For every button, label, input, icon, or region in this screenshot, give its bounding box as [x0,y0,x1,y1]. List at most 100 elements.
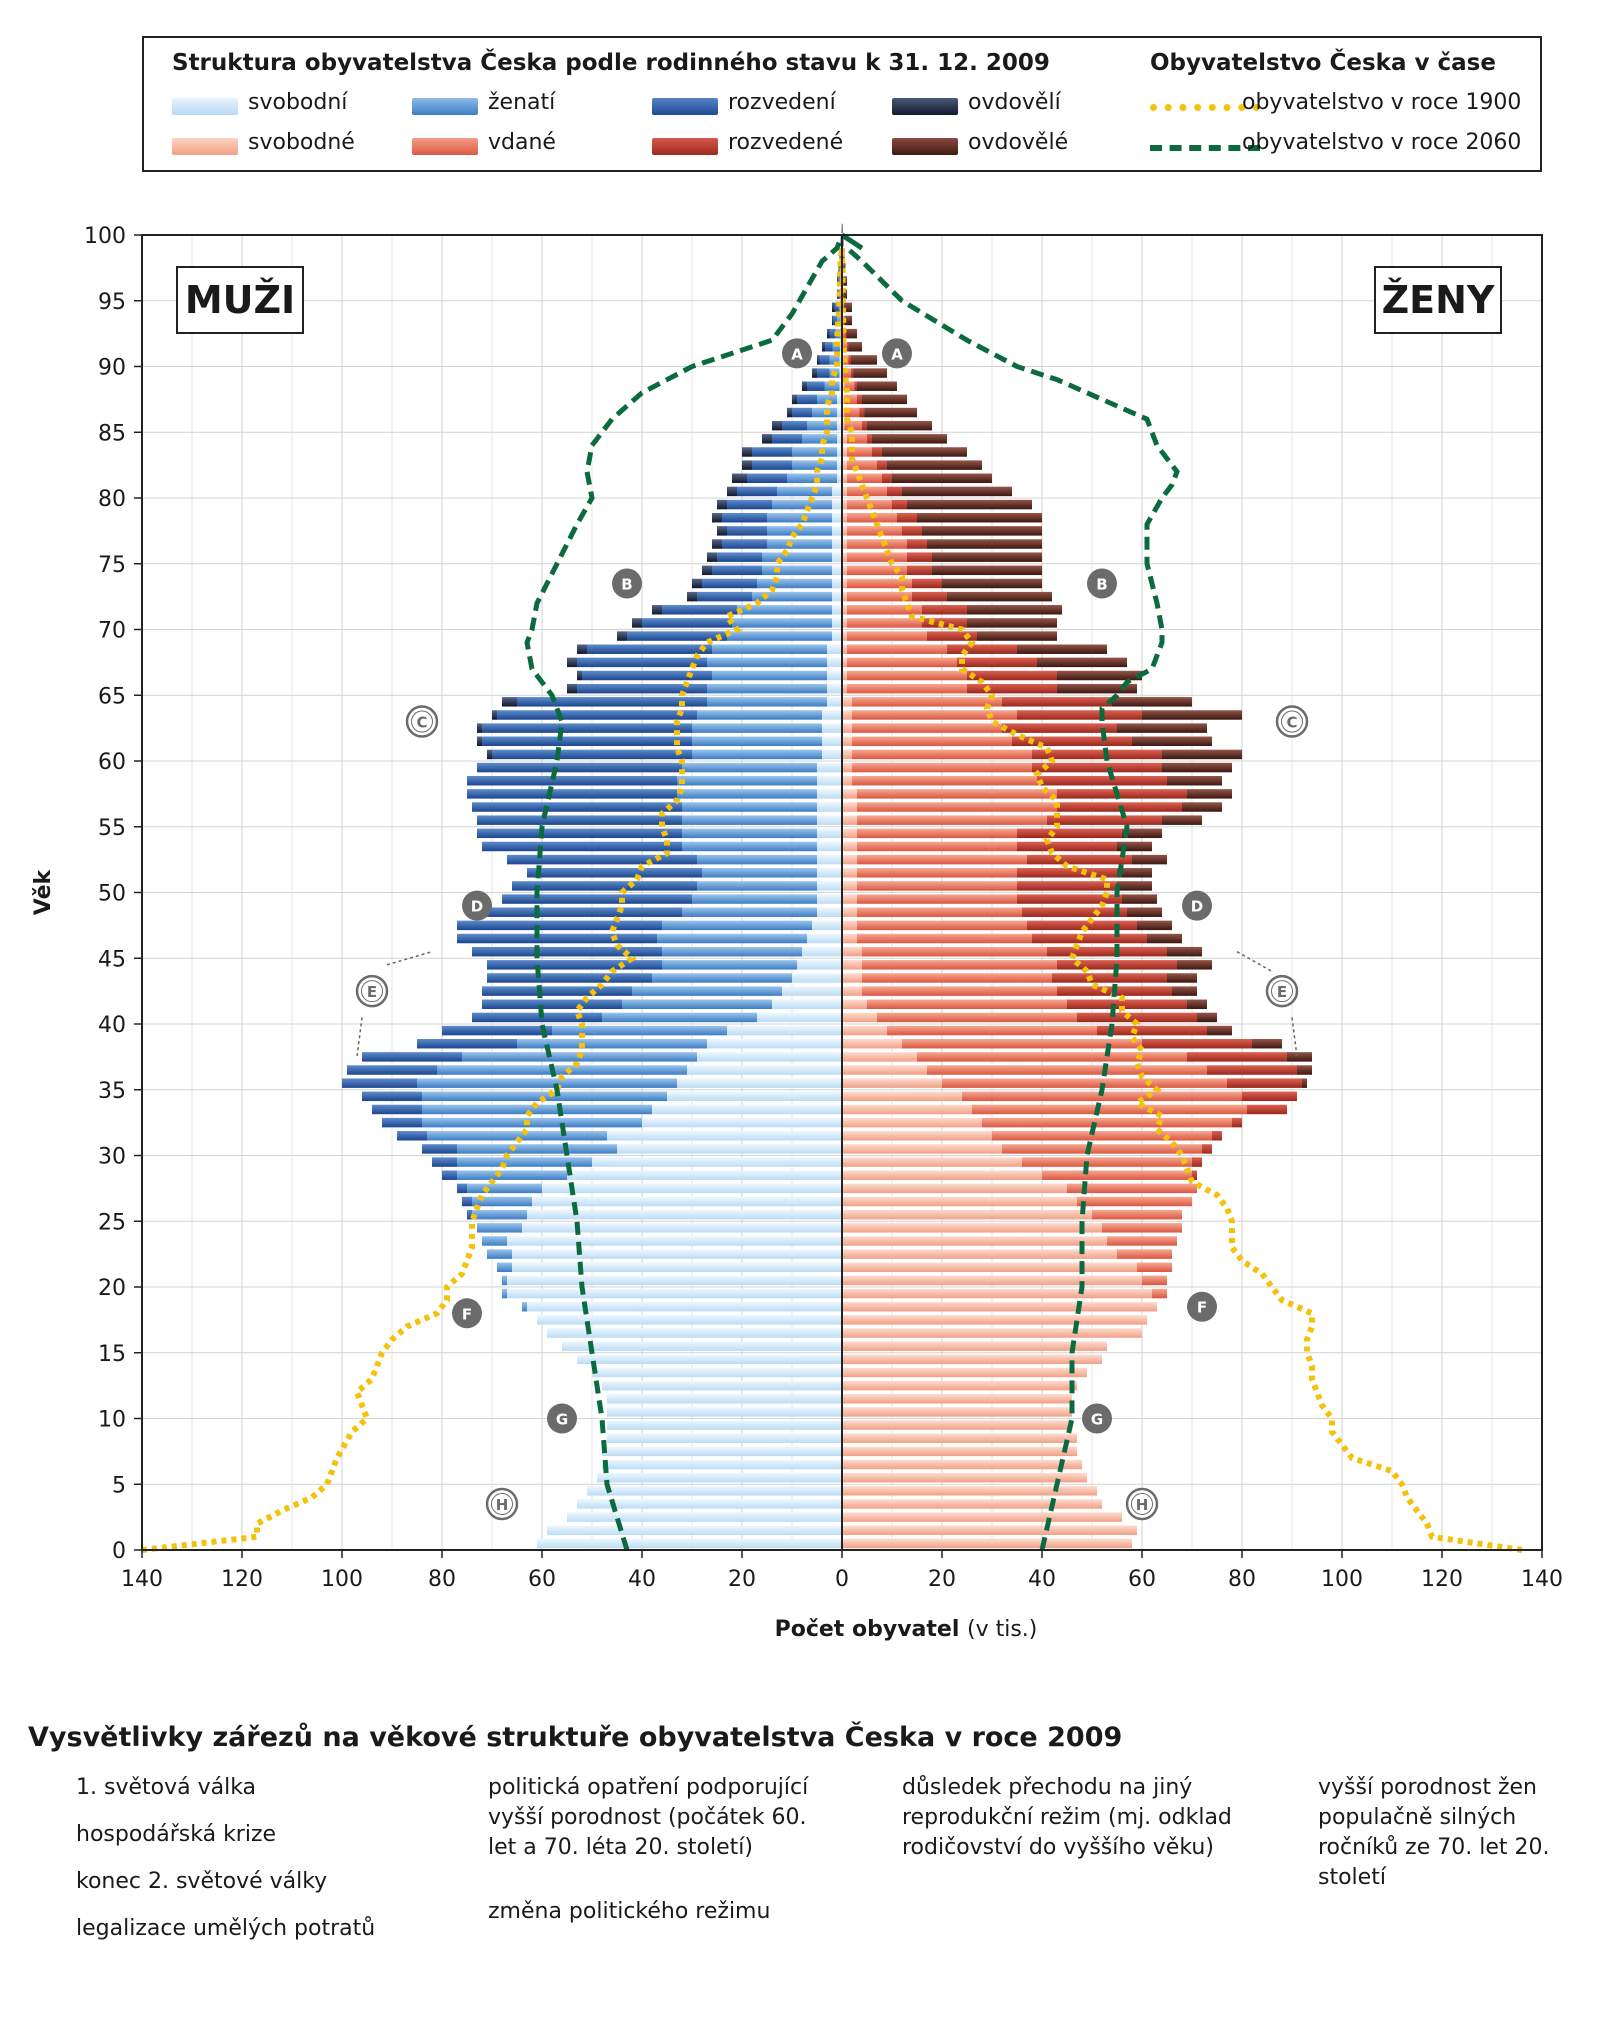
bar-men-widowed [802,381,807,391]
bar-women-married [842,302,844,313]
bar-men-single [592,1157,842,1167]
bar-men-married [622,999,772,1010]
bar-women-divorced [1032,933,1147,944]
bar-women-married [1002,1144,1202,1154]
bar-women-widowed [857,381,897,391]
y-tick-label: 70 [98,619,126,644]
event-marker-letter: D [471,898,483,916]
bar-women-widowed [902,486,1012,497]
x-axis-title-unit: (v tis.) [967,1617,1037,1642]
bar-men-single [522,1223,842,1233]
bar-women-single [842,920,857,931]
bar-women-married [1107,1236,1177,1246]
event-marker-circle [547,1403,577,1434]
bar-men-married [522,1301,527,1312]
bar-women-single [842,710,852,720]
bar-men-divorced [717,552,762,562]
bar-women-married [1042,1170,1192,1180]
bar-women-widowed [862,394,907,405]
legend-label-women-married: vdané [488,130,556,155]
bar-men-married [732,618,832,628]
bar-women-divorced [912,578,942,589]
bar-men-married [682,907,817,917]
legend-label-women-divorced: rozvedené [728,130,844,155]
bar-women-widowed [1147,933,1182,944]
event-marker-B: B [612,568,642,599]
bar-women-married [857,933,1032,944]
bar-women-single [842,1512,1122,1522]
bar-women-divorced [1077,1012,1197,1023]
bar-men-single [822,736,842,747]
explanation-item: změna politického režimu [488,1899,771,1924]
bar-men-married [792,460,837,470]
bar-men-single [607,1433,842,1443]
bar-men-divorced [817,368,830,378]
bar-men-single [727,1025,842,1036]
bar-women-widowed [872,434,947,444]
bar-women-single [842,486,847,497]
bar-men-married [677,775,817,786]
bar-women-married [852,710,1017,720]
bar-women-widowed [1167,946,1202,957]
legend-swatch-women-widowed [892,138,958,155]
bar-men-single [817,881,842,891]
bar-men-single [832,605,842,615]
bar-women-widowed [843,236,844,247]
bar-women-married [844,381,855,391]
bar-women-single [842,973,862,983]
bar-women-single [842,1367,1087,1378]
bar-men-single [687,1065,842,1075]
bar-men-widowed [837,276,838,286]
bar-women-single [842,631,847,641]
event-marker-letter: E [1277,983,1287,1001]
bar-men-married [682,841,817,852]
x-axis-title: Počet obyvatel (v tis.) [775,1617,1038,1642]
bar-women-divorced [1017,868,1117,878]
bar-women-single [842,828,857,839]
bar-women-single [842,933,857,944]
bar-women-single [842,460,847,470]
event-marker-E: E [1265,974,1299,1008]
bar-men-married [472,1196,532,1207]
bar-men-married [807,420,837,431]
event-marker-letter: F [462,1305,472,1323]
bar-men-married [767,512,832,523]
bar-men-widowed [712,539,722,549]
bar-women-married [847,683,967,694]
bar-women-married [844,394,857,405]
bar-women-single [842,1144,1002,1154]
bar-women-divorced [1047,946,1167,957]
bar-men-widowed [817,355,820,365]
legend-title-structure: Struktura obyvatelstva Česka podle rodin… [172,50,1050,76]
bar-women-widowed [1177,960,1212,970]
bar-men-single [832,618,842,628]
bar-men-married [677,789,817,799]
women-label: ŽENY [1374,266,1502,334]
bar-women-single [842,670,847,681]
bar-women-married [867,999,1067,1010]
bar-men-divorced [582,670,712,681]
bar-men-widowed [702,565,712,576]
bar-men-married [762,552,832,562]
bar-men-single [817,868,842,878]
bar-women-divorced [1017,881,1117,891]
men-label: MUŽI [176,266,304,334]
bar-women-single [842,868,857,878]
bar-men-married [792,447,837,457]
bar-men-married [437,1065,687,1075]
y-tick-label: 55 [98,816,126,841]
bar-men-divorced [482,841,682,852]
bar-men-married [422,1117,642,1128]
bar-women-widowed [1112,697,1192,707]
bar-women-married [847,578,912,589]
bar-women-single [842,1301,1157,1312]
bar-men-single [607,1131,842,1141]
bar-men-single [827,683,842,694]
bar-men-married [502,1288,507,1299]
bar-women-single [842,894,857,904]
bar-women-widowed [1037,657,1127,668]
bar-women-widowed [1057,683,1137,694]
bar-women-married [847,591,912,602]
bar-men-married [829,355,840,365]
bar-men-single [567,1170,842,1180]
